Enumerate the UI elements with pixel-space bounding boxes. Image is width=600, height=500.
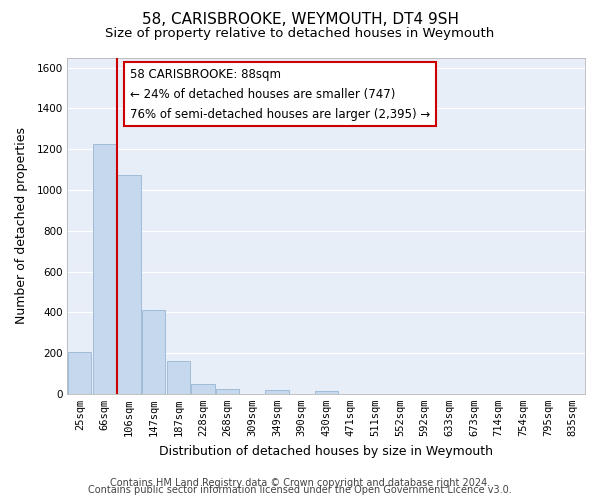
Text: Size of property relative to detached houses in Weymouth: Size of property relative to detached ho… bbox=[106, 28, 494, 40]
Bar bbox=[191, 384, 215, 394]
Bar bbox=[93, 144, 116, 394]
Text: Contains public sector information licensed under the Open Government Licence v3: Contains public sector information licen… bbox=[88, 485, 512, 495]
Bar bbox=[68, 352, 91, 394]
Text: 58, CARISBROOKE, WEYMOUTH, DT4 9SH: 58, CARISBROOKE, WEYMOUTH, DT4 9SH bbox=[142, 12, 458, 28]
Bar bbox=[142, 310, 166, 394]
Bar bbox=[265, 390, 289, 394]
X-axis label: Distribution of detached houses by size in Weymouth: Distribution of detached houses by size … bbox=[159, 444, 493, 458]
Text: 58 CARISBROOKE: 88sqm
← 24% of detached houses are smaller (747)
76% of semi-det: 58 CARISBROOKE: 88sqm ← 24% of detached … bbox=[130, 68, 430, 120]
Bar bbox=[118, 174, 141, 394]
Text: Contains HM Land Registry data © Crown copyright and database right 2024.: Contains HM Land Registry data © Crown c… bbox=[110, 478, 490, 488]
Y-axis label: Number of detached properties: Number of detached properties bbox=[15, 127, 28, 324]
Bar bbox=[167, 361, 190, 394]
Bar bbox=[216, 388, 239, 394]
Bar bbox=[314, 390, 338, 394]
